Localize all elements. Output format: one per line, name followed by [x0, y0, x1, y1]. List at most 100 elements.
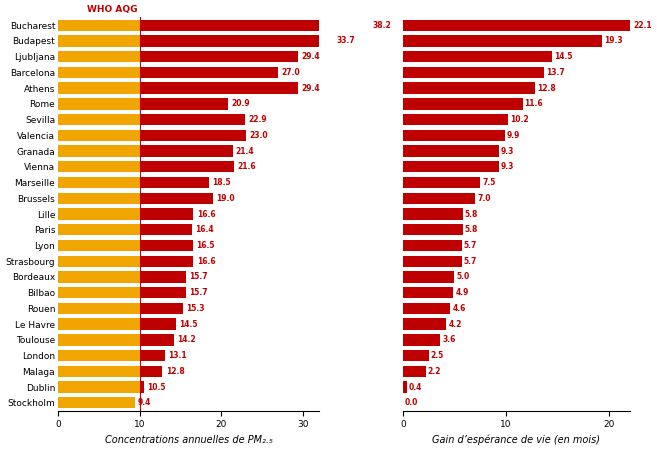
Text: 18.5: 18.5: [212, 178, 231, 187]
Text: 11.6: 11.6: [525, 99, 543, 108]
Bar: [403, 256, 462, 267]
Bar: [58, 303, 139, 314]
Text: 5.7: 5.7: [464, 257, 477, 266]
Text: 23.0: 23.0: [249, 131, 267, 140]
Text: 4.2: 4.2: [448, 320, 462, 329]
Bar: [403, 208, 463, 220]
Bar: [403, 303, 450, 314]
Bar: [139, 19, 370, 31]
Bar: [139, 224, 192, 235]
Bar: [403, 334, 440, 345]
Bar: [58, 256, 139, 267]
Bar: [58, 145, 139, 157]
Text: 4.9: 4.9: [455, 288, 469, 297]
Bar: [139, 303, 183, 314]
Bar: [58, 193, 139, 204]
Bar: [403, 35, 602, 46]
X-axis label: Concentrations annuelles de PM₂.₅: Concentrations annuelles de PM₂.₅: [104, 435, 273, 445]
Bar: [139, 145, 233, 157]
Bar: [403, 67, 544, 78]
Bar: [139, 382, 144, 393]
Bar: [139, 318, 176, 330]
Bar: [139, 161, 234, 172]
Bar: [403, 83, 535, 94]
Text: 15.7: 15.7: [189, 288, 208, 297]
Text: 10.2: 10.2: [510, 115, 529, 124]
Text: 9.9: 9.9: [507, 131, 520, 140]
Text: 5.7: 5.7: [464, 241, 477, 250]
Bar: [58, 67, 139, 78]
Text: 5.8: 5.8: [464, 225, 478, 234]
Text: 5.8: 5.8: [464, 210, 478, 218]
Bar: [139, 256, 193, 267]
Bar: [403, 366, 426, 377]
Text: 2.5: 2.5: [431, 351, 444, 360]
Bar: [58, 83, 139, 94]
Text: 14.5: 14.5: [179, 320, 198, 329]
Bar: [139, 114, 245, 125]
Text: 9.4: 9.4: [138, 398, 151, 407]
Bar: [139, 98, 229, 110]
Bar: [58, 240, 139, 251]
Bar: [58, 177, 139, 188]
Text: 12.8: 12.8: [537, 83, 556, 92]
Bar: [58, 51, 139, 62]
Bar: [403, 161, 499, 172]
Bar: [139, 67, 279, 78]
Text: 9.3: 9.3: [501, 147, 514, 156]
Bar: [58, 287, 139, 298]
Text: 0.0: 0.0: [405, 398, 419, 407]
Text: 16.6: 16.6: [196, 257, 215, 266]
Bar: [58, 208, 139, 220]
Text: 4.6: 4.6: [453, 304, 466, 313]
Bar: [403, 224, 463, 235]
Bar: [58, 318, 139, 330]
Text: 5.0: 5.0: [457, 272, 470, 281]
Bar: [139, 240, 193, 251]
Bar: [58, 224, 139, 235]
Text: 27.0: 27.0: [281, 68, 300, 77]
Text: 29.4: 29.4: [301, 52, 320, 61]
Bar: [403, 240, 462, 251]
Text: 22.9: 22.9: [248, 115, 267, 124]
Bar: [139, 366, 162, 377]
Text: 14.2: 14.2: [177, 336, 196, 345]
Bar: [139, 208, 193, 220]
Bar: [403, 193, 475, 204]
Text: 9.3: 9.3: [501, 162, 514, 171]
Bar: [403, 145, 499, 157]
Bar: [58, 366, 139, 377]
Bar: [58, 35, 139, 46]
Text: 13.1: 13.1: [168, 351, 187, 360]
Text: 2.2: 2.2: [428, 367, 441, 376]
Text: 15.3: 15.3: [186, 304, 204, 313]
Bar: [403, 114, 508, 125]
Text: 16.5: 16.5: [196, 241, 214, 250]
Bar: [58, 397, 135, 409]
Bar: [403, 271, 455, 283]
Text: 12.8: 12.8: [166, 367, 185, 376]
Bar: [403, 98, 522, 110]
Text: 21.6: 21.6: [237, 162, 256, 171]
Bar: [403, 350, 428, 361]
Text: 33.7: 33.7: [336, 37, 355, 46]
Bar: [139, 51, 298, 62]
Bar: [403, 130, 505, 141]
Bar: [403, 287, 453, 298]
Text: 16.6: 16.6: [196, 210, 215, 218]
Text: WHO AQG: WHO AQG: [87, 5, 137, 14]
Text: 7.0: 7.0: [477, 194, 491, 203]
Text: 0.4: 0.4: [409, 382, 422, 391]
Text: 15.7: 15.7: [189, 272, 208, 281]
Text: 10.5: 10.5: [147, 382, 166, 391]
Text: 7.5: 7.5: [482, 178, 495, 187]
Bar: [403, 318, 446, 330]
Text: 19.3: 19.3: [604, 37, 623, 46]
Bar: [58, 350, 139, 361]
Bar: [139, 334, 174, 345]
Text: 14.5: 14.5: [555, 52, 573, 61]
Bar: [403, 382, 407, 393]
Bar: [58, 161, 139, 172]
Text: 19.0: 19.0: [216, 194, 235, 203]
Text: 3.6: 3.6: [442, 336, 455, 345]
